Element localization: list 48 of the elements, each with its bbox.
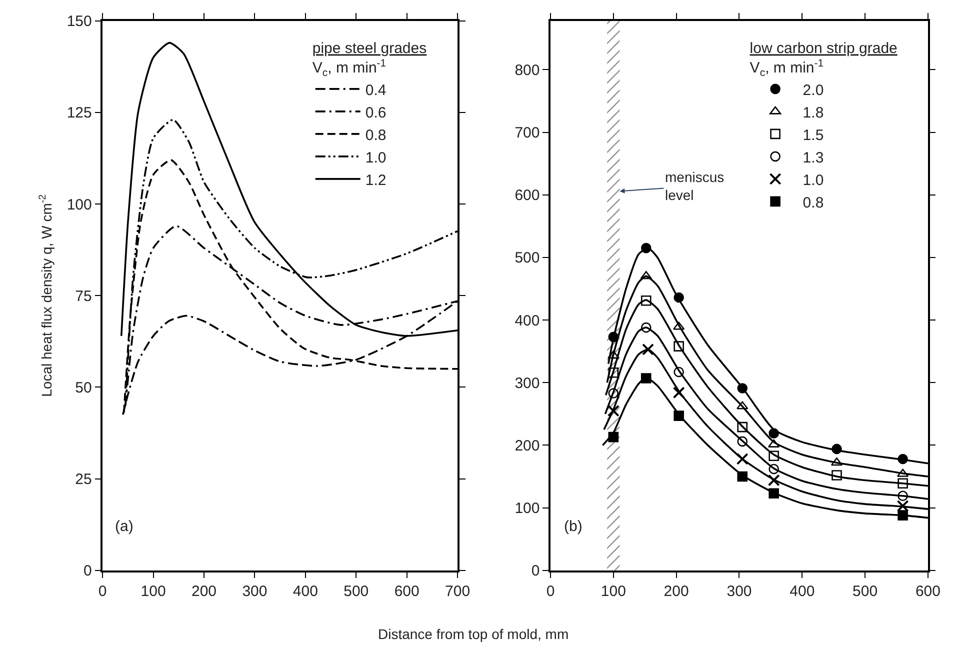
legend-title: low carbon strip grade V$_{c}$, m min$^{-1}$ xyxy=(750,40,898,79)
x-tick-label: 600 xyxy=(394,583,420,600)
x-tick-label: 300 xyxy=(242,583,268,600)
band-label: meniscus level xyxy=(665,169,724,204)
y-tick-label: 125 xyxy=(66,104,92,122)
y-tick-label: 400 xyxy=(514,312,540,330)
x-tick-label: 0 xyxy=(98,583,107,600)
legend-title: pipe steel grades V$_{c}$, m min$^{-1}$ xyxy=(312,40,427,79)
legend-label: 0.8 xyxy=(802,194,824,212)
y-tick-label: 50 xyxy=(75,379,92,396)
x-tick-label: 400 xyxy=(790,583,815,600)
legend-label: 1.0 xyxy=(365,149,386,166)
y-tick-label: 200 xyxy=(514,437,540,454)
x-tick-label: 500 xyxy=(852,583,878,600)
y-tick-label: 600 xyxy=(514,187,540,204)
x-tick-label: 100 xyxy=(600,583,626,600)
annotation: (b) xyxy=(564,518,582,535)
x-axis-title: Distance from top of mold, mm xyxy=(378,626,569,642)
y-tick-label: 800 xyxy=(514,62,540,79)
legend-label: 2.0 xyxy=(802,82,824,99)
x-tick-label: 300 xyxy=(726,583,752,600)
y-tick-label: 300 xyxy=(514,374,540,392)
x-tick-label: 400 xyxy=(292,583,318,600)
legend-label: 1.0 xyxy=(802,172,824,189)
y-tick-label: 700 xyxy=(514,124,540,142)
legend-label: 0.8 xyxy=(365,126,386,144)
legend-label: 0.6 xyxy=(365,104,386,122)
y-tick-label: 0 xyxy=(531,562,540,580)
x-tick-label: 200 xyxy=(664,583,689,600)
x-tick-label: 700 xyxy=(445,583,470,600)
x-tick-label: 200 xyxy=(191,583,217,600)
x-tick-label: 600 xyxy=(915,583,940,600)
y-tick-label: 0 xyxy=(84,562,92,580)
legend-label: 1.3 xyxy=(802,149,824,166)
legend-label: 1.2 xyxy=(365,172,386,189)
y-tick-label: 100 xyxy=(514,500,540,518)
y-tick-label: 150 xyxy=(66,13,92,30)
y-tick-label: 100 xyxy=(66,196,92,214)
x-tick-label: 100 xyxy=(140,583,166,600)
legend-label: 0.4 xyxy=(365,82,386,99)
y-tick-label: 75 xyxy=(75,288,92,305)
y-tick-label: 500 xyxy=(514,250,540,267)
legend-label: 1.8 xyxy=(802,104,824,122)
x-tick-label: 500 xyxy=(344,583,369,600)
x-tick-label: 0 xyxy=(546,583,555,600)
y-tick-label: 25 xyxy=(75,471,92,488)
legend-label: 1.5 xyxy=(802,126,824,144)
annotation: (a) xyxy=(115,518,134,535)
